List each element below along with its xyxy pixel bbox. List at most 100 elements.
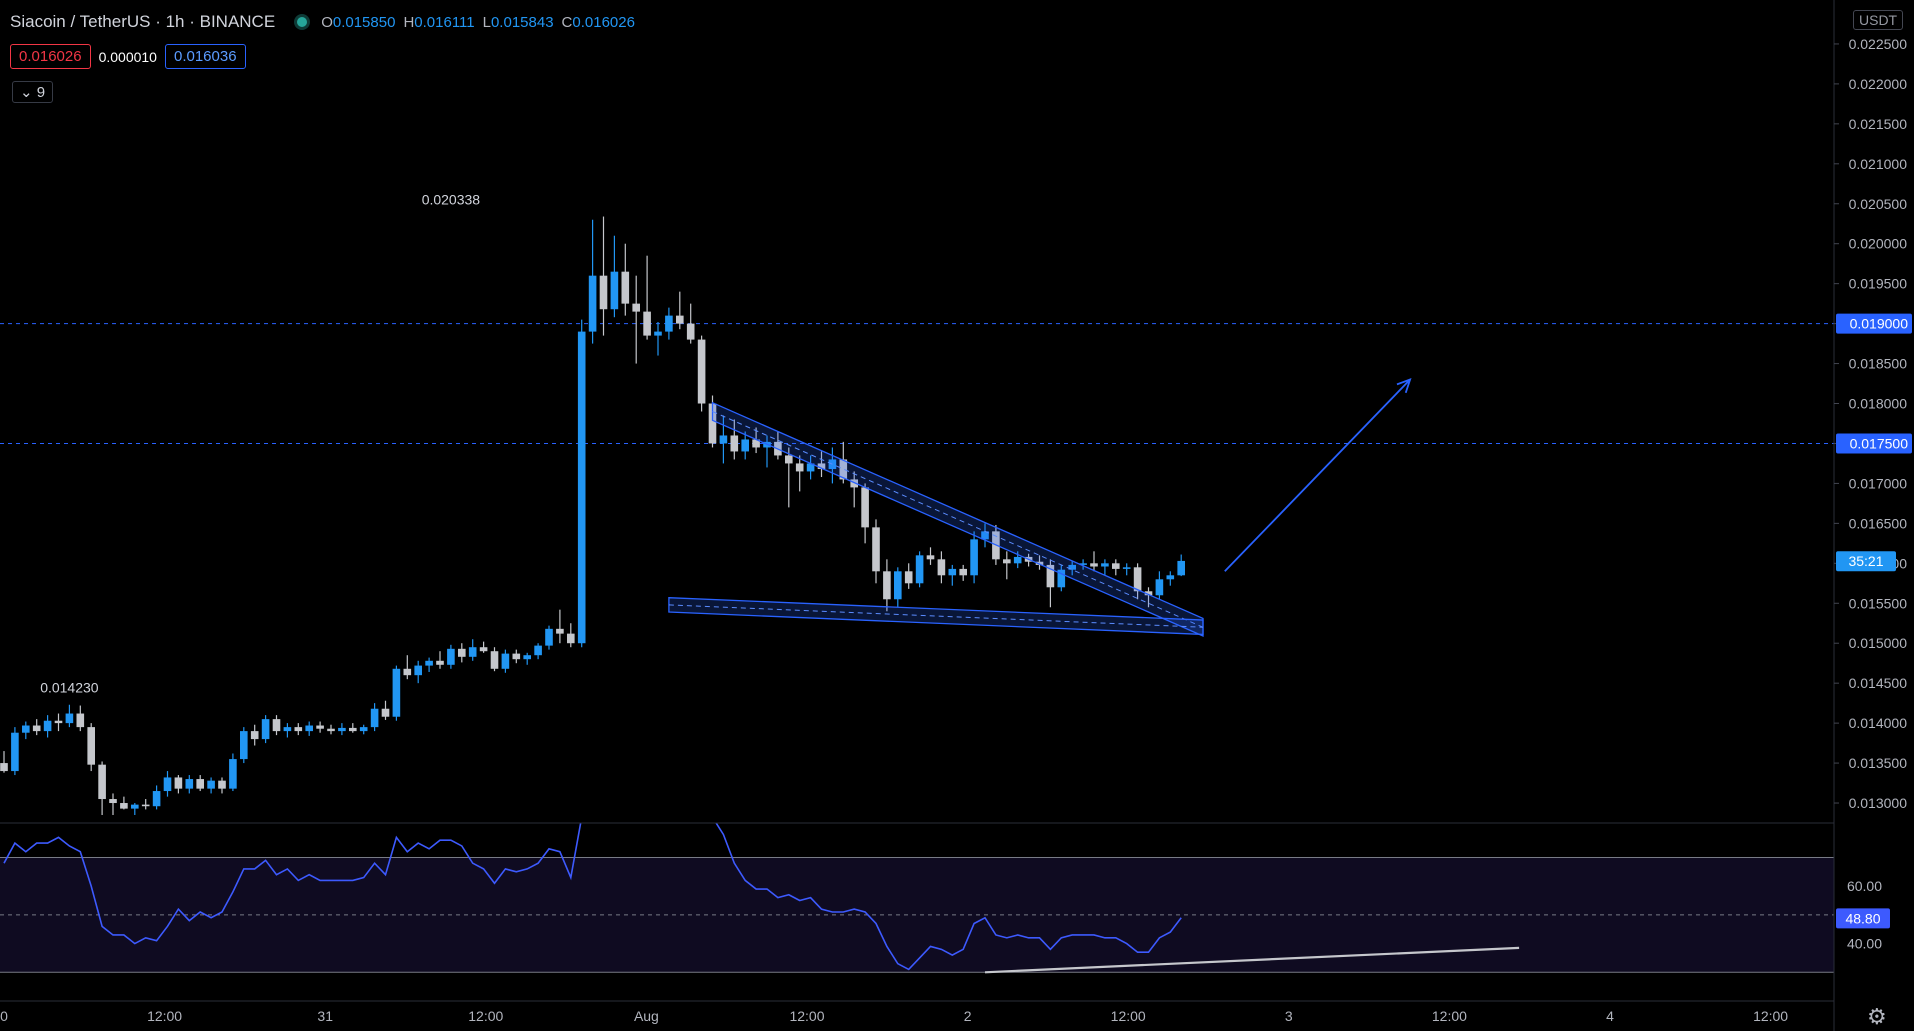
rsi-line <box>715 823 1182 971</box>
bearish-candle <box>54 713 63 732</box>
bearish-candle <box>218 777 226 794</box>
sell-button[interactable]: 0.016026 <box>10 44 91 69</box>
bearish-candle <box>904 563 913 589</box>
bearish-candle <box>174 775 183 794</box>
bullish-candle <box>654 322 662 356</box>
bullish-candle <box>523 652 531 665</box>
bullish-candle <box>894 567 902 608</box>
price-tick-label: 0.020500 <box>1849 196 1908 212</box>
candle-body <box>1003 559 1011 564</box>
candle-body <box>959 568 967 576</box>
price-tick-label: 0.013500 <box>1849 755 1908 771</box>
bearish-candle <box>458 643 466 663</box>
price-pane: 0.020338 0.014230 <box>0 192 1834 816</box>
symbol-title[interactable]: Siacoin / TetherUS · 1h · BINANCE <box>10 12 276 31</box>
label-bg <box>1836 313 1912 334</box>
currency-label[interactable]: USDT <box>1853 10 1904 30</box>
bearish-candle <box>937 551 946 584</box>
bearish-candle <box>621 243 630 316</box>
indicator-toggle-button[interactable]: ⌄ 9 <box>12 81 54 103</box>
bullish-candle <box>131 803 139 816</box>
bearish-candle <box>730 419 739 460</box>
low-value: L0.015843 <box>482 13 554 31</box>
bearish-candle <box>817 451 826 478</box>
bearish-candle <box>294 723 303 736</box>
bullish-candle <box>1155 571 1164 600</box>
candle-body <box>468 647 477 657</box>
bullish-candle <box>468 639 477 661</box>
candle-body <box>207 780 215 789</box>
time-tick-label: 12:00 <box>1111 1008 1146 1024</box>
bullish-candle <box>948 564 957 586</box>
price-tick-label: 0.019500 <box>1849 276 1908 292</box>
candle-body <box>22 725 30 733</box>
channel-body <box>668 596 1204 636</box>
bullish-candle <box>22 721 30 740</box>
indicator-count: 9 <box>36 84 46 101</box>
candle-body <box>392 668 401 717</box>
bearish-candle <box>643 255 651 340</box>
bearish-candle <box>1003 551 1011 580</box>
candle-body <box>316 725 324 729</box>
candle-body <box>621 271 630 304</box>
buy-button[interactable]: 0.016036 <box>164 44 246 69</box>
bullish-candle <box>370 703 379 732</box>
bearish-candle <box>556 609 564 644</box>
candle-body <box>272 719 281 732</box>
candle-body <box>65 713 74 724</box>
bearish-candle <box>0 751 8 773</box>
candle-body <box>43 720 52 732</box>
candle-body <box>185 779 194 789</box>
price-tick-label: 0.021500 <box>1849 116 1908 132</box>
candle-body <box>1122 567 1131 569</box>
candle-body <box>1166 575 1175 580</box>
label-text: 0.019000 <box>1850 316 1909 332</box>
candle-body <box>305 725 313 732</box>
candle-body <box>359 727 368 732</box>
candle-body <box>131 804 139 809</box>
candle-body <box>697 339 706 404</box>
arrow-shaft <box>1224 378 1411 572</box>
candle-body <box>981 531 989 540</box>
bullish-candle <box>261 715 270 744</box>
gear-icon[interactable]: ⚙ <box>1867 1004 1887 1029</box>
bullish-candle <box>970 531 978 584</box>
candle-body <box>937 559 946 576</box>
rsi-tick-label: 40.00 <box>1847 936 1882 952</box>
bullish-candle <box>11 727 19 776</box>
high-value: H0.016111 <box>403 13 475 31</box>
candle-body <box>904 571 913 584</box>
candle-body <box>458 648 466 657</box>
bearish-candle <box>120 796 128 810</box>
candle-body <box>152 791 161 807</box>
candle-body <box>1057 569 1066 588</box>
candle-body <box>730 435 739 452</box>
candle-body <box>1079 563 1087 565</box>
bullish-candle <box>1057 564 1066 592</box>
bullish-candle <box>1177 554 1185 577</box>
price-tick-label: 0.020000 <box>1849 236 1908 252</box>
bullish-candle <box>1079 559 1087 570</box>
time-tick-label: 12:00 <box>1432 1008 1467 1024</box>
candle-body <box>806 463 815 472</box>
candle-body <box>0 763 8 772</box>
bearish-candle <box>349 723 357 733</box>
chevron-down-icon: ⌄ <box>20 84 33 101</box>
candle-body <box>795 463 804 472</box>
bearish-candle <box>1046 559 1055 608</box>
label-bg <box>1836 551 1896 572</box>
candle-body <box>447 648 455 665</box>
rsi-current-label: 48.80 <box>1836 908 1890 929</box>
candle-body <box>1177 560 1185 576</box>
candle-body <box>436 660 444 665</box>
bullish-candle <box>719 415 728 464</box>
rsi-line <box>3 823 582 945</box>
candle-body <box>370 708 379 728</box>
candle-body <box>218 780 226 789</box>
rsi-trendline <box>984 946 1520 974</box>
bearish-candle <box>697 335 706 412</box>
bearish-candle <box>76 705 85 732</box>
candle-body <box>676 315 684 324</box>
candle-body <box>1090 563 1098 567</box>
